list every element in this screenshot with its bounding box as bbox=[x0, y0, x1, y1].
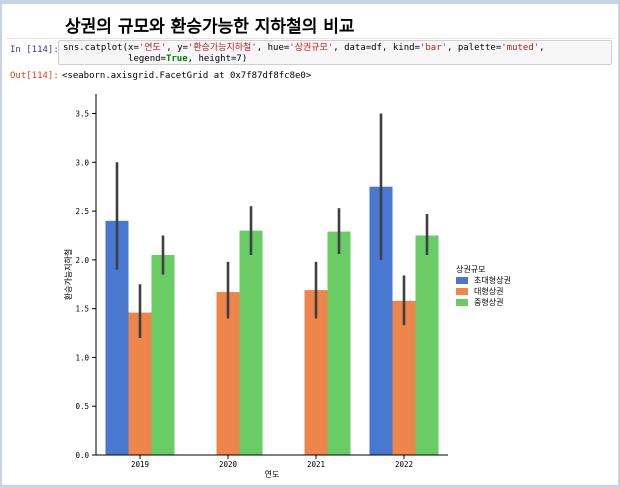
bar bbox=[304, 290, 328, 455]
code-token: , height=7) bbox=[187, 54, 248, 64]
y-tick-label: 0.5 bbox=[75, 402, 89, 411]
window-top-border bbox=[0, 0, 620, 4]
window-right-border bbox=[618, 0, 620, 487]
code-token: , hue= bbox=[256, 43, 290, 53]
legend-label: 중형상권 bbox=[474, 297, 503, 307]
window-bottom-border bbox=[0, 485, 620, 487]
y-tick-label: 2.5 bbox=[75, 207, 89, 216]
code-token: '상권규모' bbox=[289, 43, 334, 53]
code-token: legend= bbox=[63, 54, 166, 64]
y-tick-label: 3.0 bbox=[75, 158, 89, 167]
bar bbox=[327, 231, 351, 455]
legend-swatch bbox=[456, 277, 468, 284]
bar bbox=[392, 300, 416, 455]
y-tick-label: 1.5 bbox=[75, 305, 89, 314]
code-token: , bbox=[539, 43, 545, 53]
bar bbox=[239, 230, 263, 455]
legend-title: 상권규모 bbox=[456, 264, 485, 274]
legend-label: 대형상권 bbox=[474, 286, 503, 296]
legend-swatch bbox=[456, 288, 468, 295]
bar bbox=[415, 235, 439, 455]
code-token: 'muted' bbox=[501, 43, 540, 53]
code-token: , palette= bbox=[447, 43, 502, 53]
code-editor[interactable]: sns.catplot(x='연도', y='환승가능지하철', hue='상권… bbox=[58, 40, 612, 65]
x-tick-label: 2021 bbox=[307, 460, 325, 469]
window-left-border bbox=[0, 0, 2, 487]
y-tick-label: 1.0 bbox=[75, 353, 89, 362]
y-tick-label: 2.0 bbox=[75, 256, 89, 265]
code-token: , y= bbox=[166, 43, 188, 53]
code-token: '연도' bbox=[138, 43, 167, 53]
legend-label: 초대형상권 bbox=[474, 275, 511, 285]
x-tick-label: 2022 bbox=[395, 460, 413, 469]
code-token: , data=df, kind= bbox=[333, 43, 420, 53]
output-text: <seaborn.axisgrid.FacetGrid at 0x7f87df8… bbox=[62, 71, 312, 81]
code-line-2: legend=True, height=7) bbox=[63, 54, 607, 65]
bar bbox=[105, 220, 129, 455]
code-token: 'bar' bbox=[419, 43, 448, 53]
x-tick-label: 2019 bbox=[131, 460, 149, 469]
markdown-cell[interactable]: 상권의 규모와 환승가능한 지하철의 비교 bbox=[6, 4, 614, 39]
x-tick-label: 2020 bbox=[219, 460, 238, 469]
output-prompt: Out[114]: bbox=[10, 71, 59, 81]
code-line-1: sns.catplot(x='연도', y='환승가능지하철', hue='상권… bbox=[63, 43, 607, 54]
legend-swatch bbox=[456, 299, 468, 306]
code-token: '환승가능지하철' bbox=[187, 43, 257, 53]
code-token: sns.catplot(x= bbox=[63, 43, 139, 53]
page-title: 상권의 규모와 환승가능한 지하철의 비교 bbox=[65, 17, 355, 37]
y-tick-label: 0.0 bbox=[75, 451, 89, 460]
bar bbox=[128, 312, 152, 455]
code-token: True bbox=[165, 54, 188, 64]
bar bbox=[216, 292, 240, 455]
y-axis-label: 환승가능지하철 bbox=[63, 249, 73, 301]
x-axis-label: 연도 bbox=[265, 470, 280, 479]
bar bbox=[151, 254, 175, 455]
y-tick-label: 3.5 bbox=[75, 110, 89, 119]
input-prompt: In [114]: bbox=[10, 45, 59, 55]
bar bbox=[369, 186, 393, 455]
